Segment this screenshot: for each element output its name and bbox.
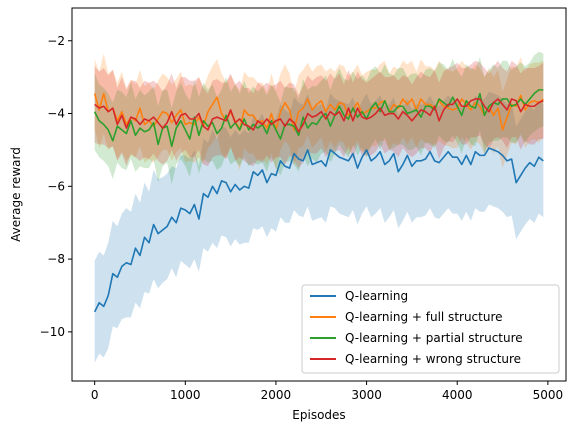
x-tick-label: 3000: [351, 388, 382, 402]
x-tick-label: 1000: [170, 388, 201, 402]
band-q-learning: [94, 91, 544, 363]
line-q-learning: [93, 147, 544, 313]
x-tick-label: 2000: [261, 388, 292, 402]
band-q-learning-partial-structure: [94, 51, 544, 185]
legend-label-q-learning-full-structure: Q-learning + full structure: [345, 310, 503, 324]
legend-label-q-learning: Q-learning: [345, 289, 408, 303]
legend-label-q-learning-partial-structure: Q-learning + partial structure: [345, 331, 523, 345]
line-q-learning-wrong-structure: [94, 98, 544, 133]
x-tick-label: 4000: [442, 388, 473, 402]
plot-area-frame: [71, 7, 567, 382]
y-axis-ticks: −10 −8 −6 −4 −2: [40, 34, 72, 339]
x-axis-label: Episodes: [292, 408, 345, 422]
series-lines: [93, 89, 544, 313]
legend-items: Q-learning Q-learning + full structure Q-l…: [310, 289, 523, 366]
x-tick-label: 5000: [533, 388, 564, 402]
y-tick-label: −4: [47, 107, 65, 121]
x-tick-label: 0: [91, 388, 99, 402]
legend-label-q-learning-wrong-structure: Q-learning + wrong structure: [345, 352, 521, 366]
y-tick-label: −8: [47, 252, 65, 266]
legend-box: [301, 284, 560, 374]
y-tick-label: −6: [47, 179, 65, 193]
legend: Q-learning Q-learning + full structure Q-l…: [301, 284, 560, 374]
y-tick-label: −2: [47, 34, 65, 48]
confidence-bands: [94, 51, 544, 363]
band-q-learning-full-structure: [94, 53, 544, 170]
y-tick-label: −10: [40, 325, 65, 339]
x-axis-ticks: 0 1000 2000 3000 4000 5000: [91, 381, 563, 402]
y-axis-label: Average reward: [9, 147, 23, 242]
